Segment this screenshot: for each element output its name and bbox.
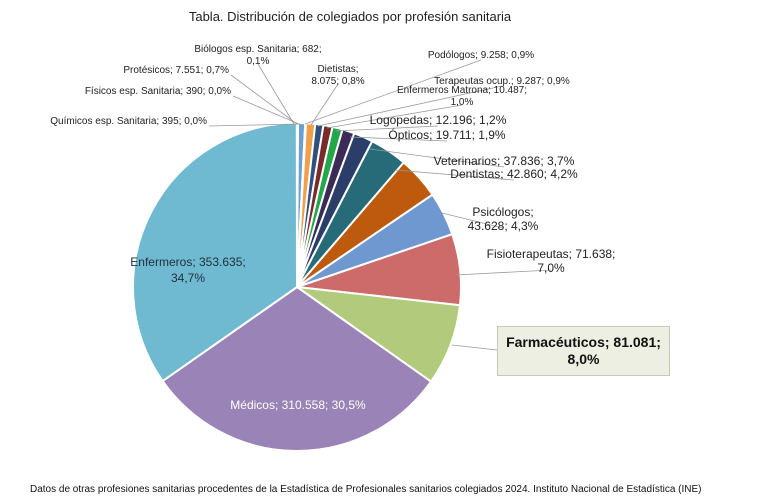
farmaceuticos-callout-line-2: 8,0% bbox=[567, 351, 600, 367]
leader-line-protesicos bbox=[230, 74, 298, 125]
label-fisioterapeutas: Fisioterapeutas; 71.638; bbox=[487, 247, 616, 261]
leader-line-dietistas bbox=[310, 83, 339, 126]
leader-line-fisioterapeutas bbox=[455, 269, 552, 276]
farmaceuticos-callout: Farmacéuticos; 81.081; 8,0% bbox=[497, 326, 670, 376]
label-terapeutas-ocup: Terapeutas ocup.; 9.287; 0,9% bbox=[434, 76, 570, 87]
label-fisicos-esp-sanitaria: Físicos esp. Sanitaria; 390; 0,0% bbox=[85, 86, 231, 97]
leader-line-psicologos bbox=[441, 212, 504, 229]
label-psicologos: Psicólogos; bbox=[472, 205, 533, 219]
label-psicologos-line-2: 43.628; 4,3% bbox=[468, 219, 539, 233]
label-dietistas-line-2: 8.075; 0,8% bbox=[311, 76, 364, 87]
leader-line-dentistas bbox=[394, 169, 515, 181]
label-enfermeros-line-2: 34,7% bbox=[171, 271, 205, 285]
label-enfermeros-matrona-line-2: 1,0% bbox=[451, 97, 474, 108]
chart-title: Tabla. Distribución de colegiados por pr… bbox=[188, 9, 512, 24]
leader-line-veterinarios bbox=[369, 148, 505, 168]
leader-line-logopedas bbox=[335, 125, 439, 132]
farmaceuticos-callout-line-1: Farmacéuticos; 81.081; bbox=[506, 334, 661, 350]
label-enfermeros-matrona: Enfermeros Matrona; 10.487; bbox=[397, 85, 527, 96]
leader-line-opticos bbox=[349, 136, 448, 142]
label-protesicos: Protésicos; 7.551; 0,7% bbox=[123, 65, 229, 76]
leader-line-quimicos-esp-sanitaria bbox=[208, 123, 301, 127]
source-footnote: Datos de otras profesiones sanitarias pr… bbox=[30, 484, 702, 495]
slice-medicos bbox=[161, 285, 433, 452]
label-enfermeros: Enfermeros; 353.635; bbox=[130, 255, 245, 269]
label-medicos: Médicos; 310.558; 30,5% bbox=[230, 398, 366, 412]
leader-line-fisicos-esp-sanitaria bbox=[232, 95, 300, 125]
leader-line-farmaceuticos bbox=[451, 344, 498, 351]
leader-line-terapeutas-ocup bbox=[317, 85, 503, 127]
label-opticos: Ópticos; 19.711; 1,9% bbox=[388, 127, 506, 142]
label-biologos-esp-sanitaria-line-2: 0,1% bbox=[247, 56, 270, 67]
leader-line-enfermeros-matrona bbox=[326, 104, 463, 129]
leader-line-podologos bbox=[304, 59, 482, 125]
label-quimicos-esp-sanitaria: Químicos esp. Sanitaria; 395; 0,0% bbox=[50, 116, 207, 127]
leader-line-biologos-esp-sanitaria bbox=[257, 63, 295, 125]
label-logopedas: Logopedas; 12.196; 1,2% bbox=[370, 113, 507, 127]
label-biologos-esp-sanitaria: Biólogos esp. Sanitaria; 682; bbox=[194, 44, 321, 55]
label-fisioterapeutas-line-2: 7,0% bbox=[537, 261, 565, 275]
label-dietistas: Dietistas; bbox=[317, 64, 358, 75]
slice-enfermeros bbox=[132, 121, 299, 383]
label-dentistas: Dentistas; 42.860; 4,2% bbox=[450, 167, 578, 181]
label-veterinarios: Veterinarios; 37.836; 3,7% bbox=[434, 154, 575, 168]
label-podologos: Podólogos; 9.258; 0,9% bbox=[428, 50, 534, 61]
